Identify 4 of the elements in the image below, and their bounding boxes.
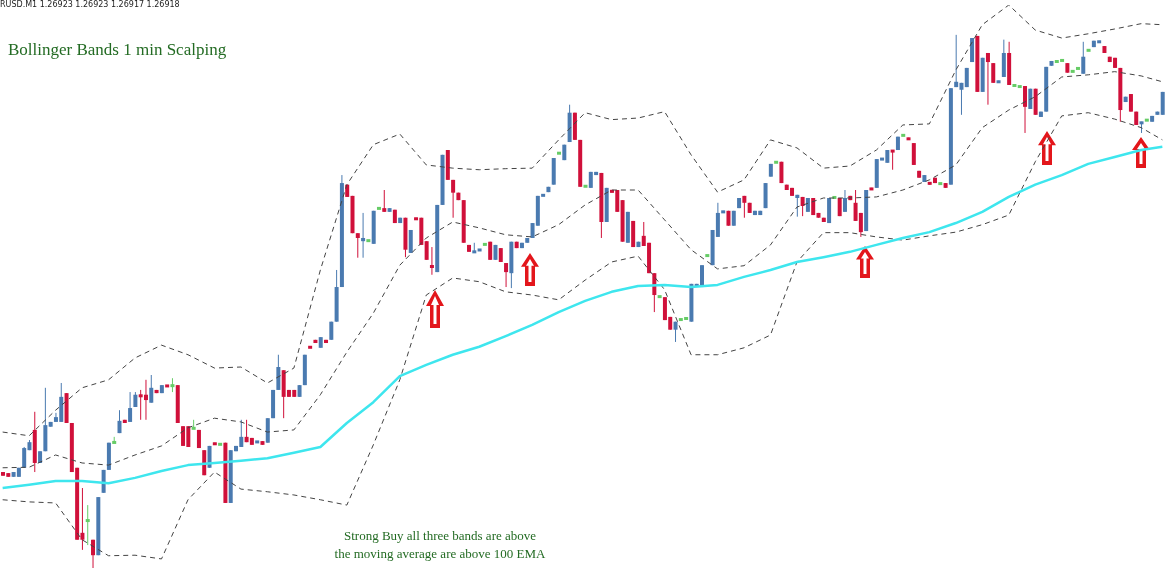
text: RUSD.M1 1.26923 1.26923 1.26917 1.26918 bbox=[0, 0, 180, 9]
annotation: Strong Buy all three bands are above bbox=[342, 527, 538, 545]
chart-title: Bollinger Bands 1 min Scalping bbox=[8, 40, 227, 60]
annotation: the moving average are above 100 EMA bbox=[333, 545, 547, 563]
